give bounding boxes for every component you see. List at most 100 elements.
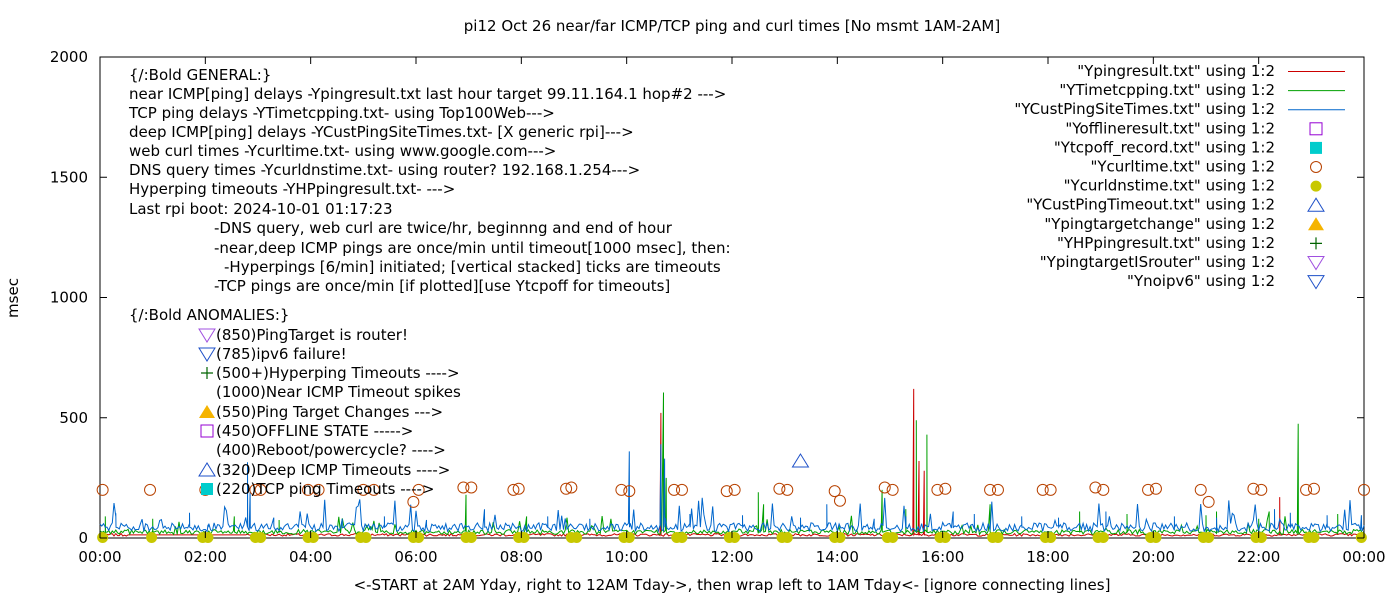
legend-entry-marker (1307, 197, 1325, 212)
series-point-5 (560, 482, 573, 495)
legend-entry-marker (1310, 161, 1322, 173)
series-point-5 (1202, 495, 1215, 508)
x-tick-label: 22:00 (1237, 548, 1280, 566)
legend-entry-label: "Ycurldnstime.txt" using 1:2 (1064, 177, 1275, 195)
series-point-6 (939, 532, 951, 544)
legend-entry-marker (1309, 122, 1323, 136)
series-point-6 (1045, 532, 1057, 544)
series-point-5 (249, 483, 262, 496)
legend-entry-marker (1310, 180, 1322, 192)
legend-entry-label: "YTimetcpping.txt" using 1:2 (1059, 81, 1275, 99)
series-point-6 (834, 532, 846, 544)
series-point-5 (728, 483, 741, 496)
series-point-5 (878, 481, 891, 494)
series-point-5 (457, 481, 470, 494)
series-point-5 (886, 483, 899, 496)
annotation-marker (200, 424, 214, 438)
annotation-line: TCP ping delays -YTimetcpping.txt- using… (128, 104, 555, 122)
annotation-marker (198, 328, 216, 343)
x-tick-label: 02:00 (184, 548, 227, 566)
series-point-6 (729, 532, 741, 544)
series-point-5 (720, 485, 733, 498)
series-point-5 (828, 485, 841, 498)
annotation-line: (450)OFFLINE STATE -----> (216, 422, 413, 440)
annotation-line: {/:Bold GENERAL:} (129, 66, 271, 84)
series-point-5 (1194, 483, 1207, 496)
series-point-5 (407, 495, 420, 508)
annotation-marker (201, 367, 213, 379)
annotation-line: -DNS query, web curl are twice/hr, begin… (214, 219, 673, 237)
series-point-5 (991, 483, 1004, 496)
annotation-line: web curl times -Ycurltime.txt- using www… (129, 142, 556, 160)
series-point-5 (1149, 482, 1162, 495)
series-point-5 (312, 483, 325, 496)
x-tick-label: 00:00 (1342, 548, 1385, 566)
series-point-6 (676, 532, 688, 544)
annotation-line: (550)Ping Target Changes ---> (216, 403, 443, 421)
series-point-5 (512, 482, 525, 495)
annotation-line: (220)TCP ping Timeouts ----> (216, 480, 434, 498)
series-point-5 (412, 483, 425, 496)
legend-entry-label: "Ynoipv6" using 1:2 (1127, 272, 1275, 290)
series-point-7 (791, 453, 810, 468)
series-point-5 (833, 494, 846, 507)
y-tick-label: 2000 (50, 48, 88, 66)
x-tick-label: 12:00 (710, 548, 753, 566)
series-point-6 (413, 532, 425, 544)
series-point-5 (1044, 483, 1057, 496)
x-tick-label: 16:00 (921, 548, 964, 566)
annotation-line: Last rpi boot: 2024-10-01 01:17:23 (129, 200, 393, 218)
series-point-6 (307, 532, 319, 544)
series-point-5 (565, 481, 578, 494)
annotation-line: -TCP pings are once/min [if plotted][use… (214, 277, 670, 295)
annotation-line: deep ICMP[ping] delays -YCustPingSiteTim… (129, 123, 634, 141)
legend: "Ypingresult.txt" using 1:2"YTimetcpping… (1014, 62, 1345, 290)
annotation-line: Hyperping timeouts -YHPpingresult.txt- -… (129, 180, 455, 198)
legend-entry-label: "Yofflineresult.txt" using 1:2 (1065, 119, 1275, 137)
series-point-6 (1097, 532, 1109, 544)
legend-entry-label: "Ypingresult.txt" using 1:2 (1077, 62, 1275, 80)
legend-entry-label: "Ypingtargetchange" using 1:2 (1044, 215, 1275, 233)
x-axis-label: <-START at 2AM Yday, right to 12AM Tday-… (354, 576, 1111, 594)
series-point-5 (939, 482, 952, 495)
series-point-5 (781, 483, 794, 496)
x-tick-label: 06:00 (394, 548, 437, 566)
series-point-6 (781, 532, 793, 544)
legend-entry-marker (1307, 275, 1325, 290)
x-tick-label: 08:00 (500, 548, 543, 566)
annotation-marker (199, 405, 215, 418)
series-point-6 (887, 532, 899, 544)
series-point-5 (96, 483, 109, 496)
series-point-5 (615, 483, 628, 496)
legend-entry-marker (1307, 256, 1325, 271)
series-point-5 (931, 483, 944, 496)
annotation-line: (400)Reboot/powercycle? ----> (216, 441, 446, 459)
series-point-6 (623, 532, 635, 544)
series-point-5 (1097, 483, 1110, 496)
series-point-5 (1142, 483, 1155, 496)
series-point-6 (1203, 532, 1215, 544)
series-point-6 (465, 532, 477, 544)
annotation-line: (1000)Near ICMP Timeout spikes (216, 383, 461, 401)
legend-entry-label: "YCustPingSiteTimes.txt" using 1:2 (1014, 100, 1275, 118)
legend-entry-label: "YHPpingresult.txt" using 1:2 (1057, 234, 1275, 252)
series-line-2 (99, 444, 1365, 534)
x-tick-label: 20:00 (1132, 548, 1175, 566)
legend-entry-label: "YpingtargetISrouter" using 1:2 (1040, 253, 1275, 271)
series-point-6 (202, 532, 214, 544)
series-point-5 (1307, 482, 1320, 495)
series-point-6 (1150, 532, 1162, 544)
series-point-6 (1255, 532, 1267, 544)
x-tick-label: 00:00 (78, 548, 121, 566)
series-point-5 (1358, 483, 1370, 496)
annotation-line: DNS query times -Ycurldnstime.txt- using… (129, 161, 640, 179)
annotation-line: {/:Bold ANOMALIES:} (129, 306, 289, 324)
y-tick-label: 1000 (50, 289, 88, 307)
series-point-5 (507, 483, 520, 496)
series-point-6 (518, 532, 530, 544)
series-point-6 (360, 532, 372, 544)
annotation-line: -near,deep ICMP pings are once/min until… (214, 239, 731, 257)
series-point-5 (1247, 482, 1260, 495)
annotation-block: {/:Bold GENERAL:}near ICMP[ping] delays … (128, 66, 731, 498)
